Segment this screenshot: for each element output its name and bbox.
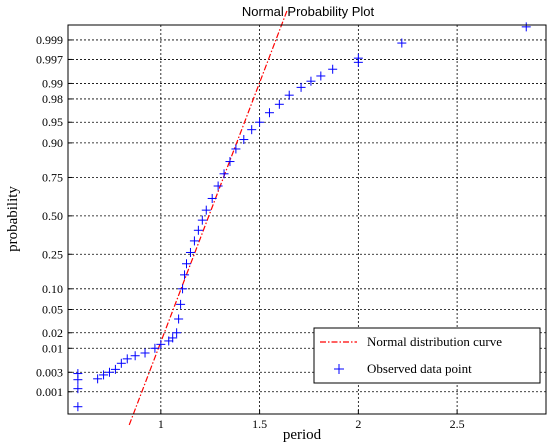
y-axis-label: probability — [5, 186, 21, 252]
y-tick-label: 0.25 — [42, 247, 63, 261]
observed-data-point — [264, 108, 274, 118]
y-tick-label: 0.997 — [36, 52, 63, 66]
observed-data-point — [239, 135, 249, 145]
observed-data-point — [207, 193, 217, 203]
observed-data-point — [255, 117, 265, 127]
x-tick-label: 1.5 — [252, 417, 267, 431]
legend-box — [313, 327, 541, 384]
observed-data-point — [178, 284, 188, 294]
observed-data-point — [189, 236, 199, 246]
observed-data-point — [296, 82, 306, 92]
observed-data-point — [213, 181, 223, 191]
x-tick-label: 2.5 — [450, 417, 465, 431]
observed-data-point — [176, 299, 186, 309]
y-tick-label: 0.003 — [36, 365, 63, 379]
y-tick-label: 0.75 — [42, 170, 63, 184]
y-tick-label: 0.001 — [36, 385, 63, 399]
observed-data-point — [185, 247, 195, 257]
observed-data-point — [93, 374, 103, 384]
normal-distribution-line — [128, 9, 288, 426]
y-tick-labels: 0.001 0.003 0.010.02 0.05 0.10 0.25 0.50 0.75 0.… — [36, 33, 63, 399]
observed-data-point — [231, 144, 241, 154]
y-tick-label: 0.98 — [42, 92, 63, 106]
observed-data-point — [140, 348, 150, 358]
observed-data-point — [172, 328, 182, 338]
observed-data-point — [156, 339, 166, 349]
y-tick-label: 0.01 — [42, 341, 63, 355]
legend-label-reference: Normal distribution curve — [367, 334, 502, 349]
observed-data-point — [73, 384, 83, 394]
plot-frame — [67, 24, 547, 415]
legend-label-observed: Observed data point — [367, 361, 472, 376]
observed-data-point — [182, 259, 192, 269]
observed-data-point — [130, 351, 140, 361]
observed-data-point — [193, 225, 203, 235]
observed-data-point — [174, 314, 184, 324]
observed-data-point — [284, 90, 294, 100]
x-tick-labels: 1 1.5 2 2.5 — [158, 417, 465, 431]
observed-data-point — [274, 99, 284, 109]
observed-data-point — [180, 270, 190, 280]
observed-data-point — [110, 364, 120, 374]
observed-data-point — [73, 402, 83, 412]
y-tick-label: 0.02 — [42, 326, 63, 340]
observed-data-point — [122, 354, 132, 364]
y-tick-label: 0.50 — [42, 209, 63, 223]
x-tick-label: 2 — [355, 417, 361, 431]
observed-data-point — [521, 22, 531, 32]
observed-data-point — [353, 53, 363, 63]
y-tick-label: 0.95 — [42, 115, 63, 129]
observed-data-point — [201, 205, 211, 215]
observed-data-point — [73, 369, 83, 379]
observed-data-point — [397, 38, 407, 48]
observed-data-point — [328, 64, 338, 74]
observed-data-point — [197, 215, 207, 225]
legend-plus-marker — [334, 364, 344, 374]
observed-data-point — [316, 71, 326, 81]
legend: Normal distribution curve Observed data … — [313, 327, 541, 384]
data-points-layer — [73, 22, 531, 412]
y-tick-label: 0.10 — [42, 282, 63, 296]
x-tick-label: 1 — [158, 417, 164, 431]
y-tick-label: 0.999 — [36, 33, 63, 47]
observed-data-point — [247, 125, 257, 135]
x-axis-label: period — [283, 427, 322, 443]
observed-data-point — [150, 343, 160, 353]
chart-title: Normal Probability Plot — [242, 4, 375, 19]
observed-data-point — [99, 370, 109, 380]
y-tick-label: 0.05 — [42, 302, 63, 316]
observed-data-point — [104, 367, 114, 377]
observed-data-point — [168, 333, 178, 343]
reference-line-layer — [128, 9, 288, 426]
observed-data-point — [225, 157, 235, 167]
y-tick-label: 0.90 — [42, 136, 63, 150]
observed-data-point — [219, 169, 229, 179]
observed-data-point — [306, 76, 316, 86]
y-tick-label: 0.99 — [42, 76, 63, 90]
observed-data-point — [116, 358, 126, 368]
